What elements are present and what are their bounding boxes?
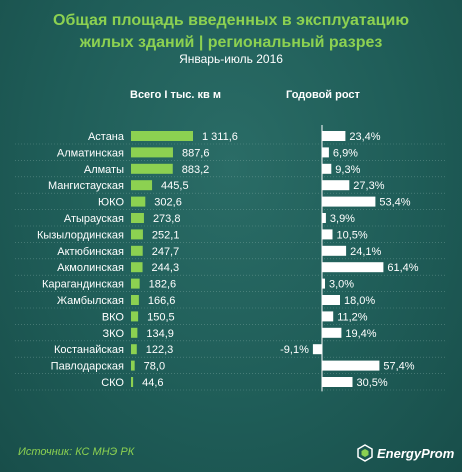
logo-icon [357, 444, 373, 462]
total-bar [131, 245, 143, 256]
total-value-label: 302,6 [154, 197, 182, 209]
total-bar [131, 377, 134, 387]
total-bar [131, 278, 140, 289]
total-value-label: 252,1 [152, 229, 180, 241]
category-label: СКО [101, 377, 124, 389]
growth-value-label: 11,2% [337, 311, 368, 323]
total-value-label: 134,9 [146, 328, 174, 340]
growth-bar [322, 147, 329, 158]
growth-bar [322, 213, 326, 223]
total-value-label: 182,6 [149, 279, 177, 291]
category-label: Атырауская [64, 213, 124, 225]
total-bar [131, 213, 144, 223]
growth-bar [322, 131, 346, 141]
total-value-label: 883,2 [182, 164, 210, 176]
total-bar [131, 360, 135, 371]
total-value-label: 166,6 [148, 295, 176, 307]
category-label: Актюбинская [57, 246, 124, 258]
growth-value-label: 19,4% [345, 328, 376, 340]
total-bar [131, 344, 137, 355]
category-label: Астана [88, 131, 125, 143]
growth-value-label: 53,4% [379, 197, 410, 209]
growth-bar [322, 295, 340, 305]
growth-value-label: 3,9% [330, 213, 355, 225]
growth-bar [322, 262, 384, 273]
growth-bar [322, 278, 325, 289]
total-bar [131, 311, 139, 322]
total-bar [131, 262, 143, 273]
category-label: ЗКО [103, 328, 125, 340]
total-bar [131, 327, 138, 338]
category-label: Мангистауская [48, 180, 124, 192]
category-label: Акмолинская [57, 262, 124, 274]
growth-bar [322, 245, 347, 256]
source-note: Источник: КС МНЭ РК [18, 446, 135, 458]
logo-text: EnergyProm [377, 445, 455, 461]
category-label: ВКО [102, 311, 125, 323]
category-label: Павлодарская [51, 361, 124, 373]
growth-value-label: 23,4% [349, 131, 380, 143]
column-header-total: Всего I тыс. кв м [130, 89, 221, 101]
total-value-label: 247,7 [152, 246, 180, 258]
total-bar [131, 180, 153, 191]
growth-bar [322, 180, 350, 191]
growth-value-label: 30,5% [357, 377, 388, 389]
growth-value-label: 61,4% [387, 262, 418, 274]
total-value-label: 887,6 [182, 147, 210, 159]
category-label: Алматинская [57, 147, 124, 159]
total-value-label: 122,3 [146, 344, 174, 356]
chart-title-line-1: Общая площадь введенных в эксплуатацию [53, 12, 409, 29]
chart-title-line-2: жилых зданий | региональный разрез [79, 34, 383, 51]
category-label: Жамбылская [57, 295, 124, 307]
growth-bar [322, 229, 333, 240]
growth-bar [322, 360, 380, 371]
growth-bar [322, 163, 332, 174]
total-value-label: 150,5 [147, 311, 175, 323]
growth-bar [322, 196, 376, 207]
total-value-label: 1 311,6 [202, 131, 238, 143]
growth-bar [322, 311, 334, 322]
chart-subtitle: Январь-июль 2016 [179, 52, 283, 66]
growth-bar [322, 327, 342, 338]
growth-value-label: 24,1% [350, 246, 381, 258]
total-bar [131, 196, 146, 207]
energyprom-logo: EnergyProm [356, 442, 454, 464]
category-label: Костанайская [54, 344, 124, 356]
growth-value-label: 6,9% [333, 147, 358, 159]
total-value-label: 445,5 [161, 180, 189, 192]
total-bar [131, 229, 143, 240]
total-value-label: 78,0 [144, 361, 165, 373]
category-label: Кызылординская [37, 229, 124, 241]
category-label: Алматы [84, 164, 124, 176]
column-header-growth: Годовой рост [286, 89, 360, 101]
growth-value-label: -9,1% [280, 344, 309, 356]
total-bar [131, 295, 139, 305]
total-bar [131, 147, 173, 158]
category-label: ЮКО [98, 197, 124, 209]
total-value-label: 44,6 [142, 377, 163, 389]
growth-value-label: 10,5% [337, 229, 368, 241]
growth-bar [322, 377, 353, 387]
total-value-label: 273,8 [153, 213, 181, 225]
total-value-label: 244,3 [152, 262, 180, 274]
growth-value-label: 3,0% [329, 279, 354, 291]
growth-value-label: 18,0% [344, 295, 375, 307]
growth-bar [312, 344, 322, 355]
growth-value-label: 27,3% [353, 180, 384, 192]
growth-value-label: 9,3% [335, 164, 360, 176]
total-bar [131, 163, 173, 174]
total-bar [131, 131, 193, 141]
growth-value-label: 57,4% [383, 361, 414, 373]
category-label: Карагандинская [42, 279, 124, 291]
